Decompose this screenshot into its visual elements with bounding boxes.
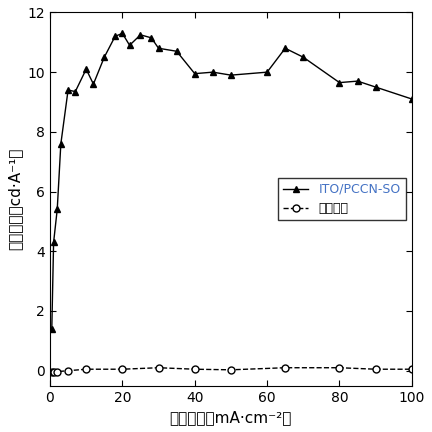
对照器件 (156, 365, 161, 370)
ITO/PCCN-SO (66, 87, 71, 92)
ITO/PCCN-SO (192, 71, 197, 76)
ITO/PCCN-SO (156, 46, 161, 51)
ITO/PCCN-SO (337, 80, 342, 85)
ITO/PCCN-SO (229, 73, 234, 78)
ITO/PCCN-SO (58, 141, 64, 146)
对照器件 (51, 370, 56, 375)
ITO/PCCN-SO (409, 96, 414, 102)
对照器件 (229, 367, 234, 372)
ITO/PCCN-SO (283, 46, 288, 51)
Y-axis label: 电流效率（cd·A⁻¹）: 电流效率（cd·A⁻¹） (7, 148, 22, 250)
对照器件 (49, 370, 54, 375)
ITO/PCCN-SO (112, 34, 118, 39)
ITO/PCCN-SO (301, 54, 306, 60)
ITO/PCCN-SO (138, 32, 143, 38)
ITO/PCCN-SO (120, 31, 125, 36)
对照器件 (373, 367, 378, 372)
ITO/PCCN-SO (73, 89, 78, 94)
ITO/PCCN-SO (54, 207, 60, 212)
Legend: ITO/PCCN-SO, 对照器件: ITO/PCCN-SO, 对照器件 (278, 178, 406, 220)
ITO/PCCN-SO (83, 67, 89, 72)
ITO/PCCN-SO (51, 240, 56, 245)
ITO/PCCN-SO (264, 70, 270, 75)
ITO/PCCN-SO (91, 82, 96, 87)
Line: 对照器件: 对照器件 (48, 364, 415, 376)
ITO/PCCN-SO (174, 49, 179, 54)
ITO/PCCN-SO (127, 43, 132, 48)
对照器件 (120, 367, 125, 372)
ITO/PCCN-SO (49, 326, 54, 331)
对照器件 (409, 367, 414, 372)
ITO/PCCN-SO (102, 54, 107, 60)
对照器件 (54, 369, 60, 374)
ITO/PCCN-SO (210, 70, 216, 75)
Line: ITO/PCCN-SO: ITO/PCCN-SO (48, 30, 415, 332)
ITO/PCCN-SO (149, 35, 154, 41)
X-axis label: 电流密度（mA·cm⁻²）: 电流密度（mA·cm⁻²） (170, 410, 292, 425)
对照器件 (83, 367, 89, 372)
ITO/PCCN-SO (355, 79, 360, 84)
对照器件 (337, 365, 342, 370)
对照器件 (66, 368, 71, 373)
对照器件 (283, 365, 288, 370)
ITO/PCCN-SO (373, 85, 378, 90)
对照器件 (192, 367, 197, 372)
